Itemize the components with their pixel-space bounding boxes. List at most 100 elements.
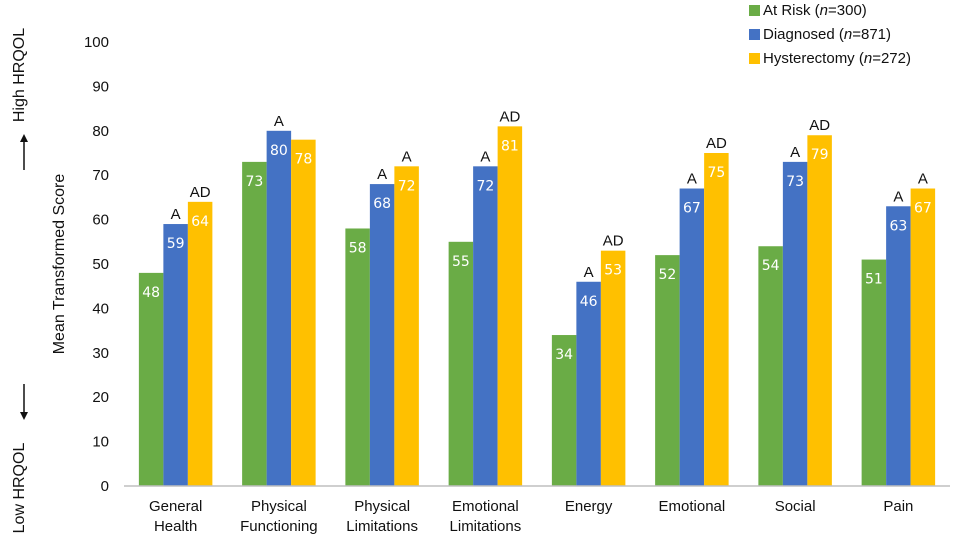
legend-series-name: Hysterectomy ( xyxy=(763,50,864,67)
bar xyxy=(394,166,419,486)
bar-value-label: 81 xyxy=(501,138,519,154)
significance-label: AD xyxy=(190,184,211,201)
bar-value-label: 67 xyxy=(914,201,932,217)
bar-value-label: 51 xyxy=(865,272,883,288)
legend-series-name: At Risk ( xyxy=(763,2,820,19)
significance-label: A xyxy=(480,148,490,165)
bar-value-label: 72 xyxy=(398,178,416,194)
bar-value-label: 67 xyxy=(683,201,701,217)
y-tick-label: 30 xyxy=(92,345,109,362)
bar xyxy=(291,139,316,486)
y-axis-ticks: 0 10 20 30 40 50 60 70 80 90 100 xyxy=(84,34,109,495)
legend-n-symbol: n xyxy=(864,50,872,67)
category-label: Physical xyxy=(251,498,307,515)
bar xyxy=(886,206,911,486)
significance-label: A xyxy=(893,188,903,205)
up-arrow-icon xyxy=(20,134,28,142)
category-label: Limitations xyxy=(346,518,418,535)
down-arrow-icon xyxy=(20,412,28,420)
category-label: Emotional xyxy=(659,498,726,515)
y-tick-label: 100 xyxy=(84,34,109,51)
bar xyxy=(497,126,523,487)
bar xyxy=(448,241,474,486)
significance-label: A xyxy=(584,264,594,281)
bar-value-label: 75 xyxy=(707,165,725,181)
legend-entry: Diagnosed (n=871) xyxy=(763,26,891,43)
significance-label: A xyxy=(402,148,412,165)
significance-label: AD xyxy=(809,117,830,134)
category-label: Physical xyxy=(354,498,410,515)
significance-label: A xyxy=(790,144,800,161)
significance-label: A xyxy=(377,166,387,183)
legend-entry: At Risk (n=300) xyxy=(763,2,867,19)
legend-swatch xyxy=(749,5,760,16)
legend-n-symbol: n xyxy=(820,2,828,19)
bar xyxy=(369,184,395,486)
y-tick-label: 10 xyxy=(92,434,109,451)
legend-n-symbol: n xyxy=(844,26,852,43)
bar-value-label: 64 xyxy=(191,214,209,230)
y-tick-label: 40 xyxy=(92,300,109,317)
bar xyxy=(704,153,729,486)
bar xyxy=(187,201,213,486)
bar-value-label: 54 xyxy=(762,258,780,274)
bar-value-label: 79 xyxy=(811,147,829,163)
bar xyxy=(782,161,808,486)
bar xyxy=(679,188,705,486)
bar-value-label: 68 xyxy=(373,196,391,212)
category-label: Limitations xyxy=(450,518,522,535)
legend-n-value: =272) xyxy=(872,50,911,67)
category-labels: General Health Physical Functioning Physical… xyxy=(149,498,913,535)
legend-entry: Hysterectomy (n=272) xyxy=(763,50,911,67)
significance-label: AD xyxy=(499,108,520,125)
bar-value-label: 46 xyxy=(580,294,598,310)
category-label: Functioning xyxy=(240,518,318,535)
bar-value-label: 73 xyxy=(786,174,804,190)
y-tick-label: 20 xyxy=(92,389,109,406)
bar-value-label: 59 xyxy=(167,236,185,252)
y-tick-label: 90 xyxy=(92,78,109,95)
bar-value-label: 48 xyxy=(142,285,160,301)
legend-swatch xyxy=(749,53,760,64)
low-hrqol-label: Low HRQOL xyxy=(11,443,28,534)
significance-label: A xyxy=(274,113,284,130)
bar xyxy=(551,335,577,486)
bar xyxy=(266,130,292,487)
bar-value-label: 72 xyxy=(476,178,494,194)
hrqol-direction-axis: High HRQOL Low HRQOL xyxy=(11,28,28,534)
category-label: Energy xyxy=(565,498,613,515)
category-label: Social xyxy=(775,498,816,515)
bar xyxy=(345,228,370,487)
bar xyxy=(807,135,832,487)
bar-value-label: 80 xyxy=(270,143,288,159)
legend-n-value: =871) xyxy=(852,26,891,43)
bar xyxy=(138,272,164,486)
y-tick-label: 80 xyxy=(92,123,109,140)
bar xyxy=(576,281,601,486)
bar xyxy=(758,246,783,486)
y-tick-label: 50 xyxy=(92,256,109,273)
bar-value-label: 55 xyxy=(452,254,470,270)
bar-value-label: 53 xyxy=(604,263,622,279)
legend-n-value: =300) xyxy=(828,2,867,19)
legend-series-name: Diagnosed ( xyxy=(763,26,844,43)
bar-series-group: 48 59 A 64 AD 73 80 A 78 58 68 A 72 A 55 72 A 81 AD 34 46 A 53… xyxy=(138,108,936,487)
y-axis-title: Mean Transformed Score xyxy=(51,174,68,355)
category-label: Health xyxy=(154,518,197,535)
y-tick-label: 60 xyxy=(92,212,109,229)
bar xyxy=(242,161,267,486)
bar-value-label: 58 xyxy=(349,240,367,256)
category-label: Pain xyxy=(883,498,913,515)
high-hrqol-label: High HRQOL xyxy=(11,28,28,122)
bar xyxy=(473,166,498,486)
bar xyxy=(655,255,680,486)
bar xyxy=(861,259,887,486)
y-tick-label: 70 xyxy=(92,167,109,184)
bar-value-label: 34 xyxy=(555,347,573,363)
legend-swatch xyxy=(749,29,760,40)
bar-value-label: 78 xyxy=(294,152,312,168)
bar xyxy=(163,224,188,487)
bar-value-label: 63 xyxy=(889,218,907,234)
significance-label: A xyxy=(918,171,928,188)
